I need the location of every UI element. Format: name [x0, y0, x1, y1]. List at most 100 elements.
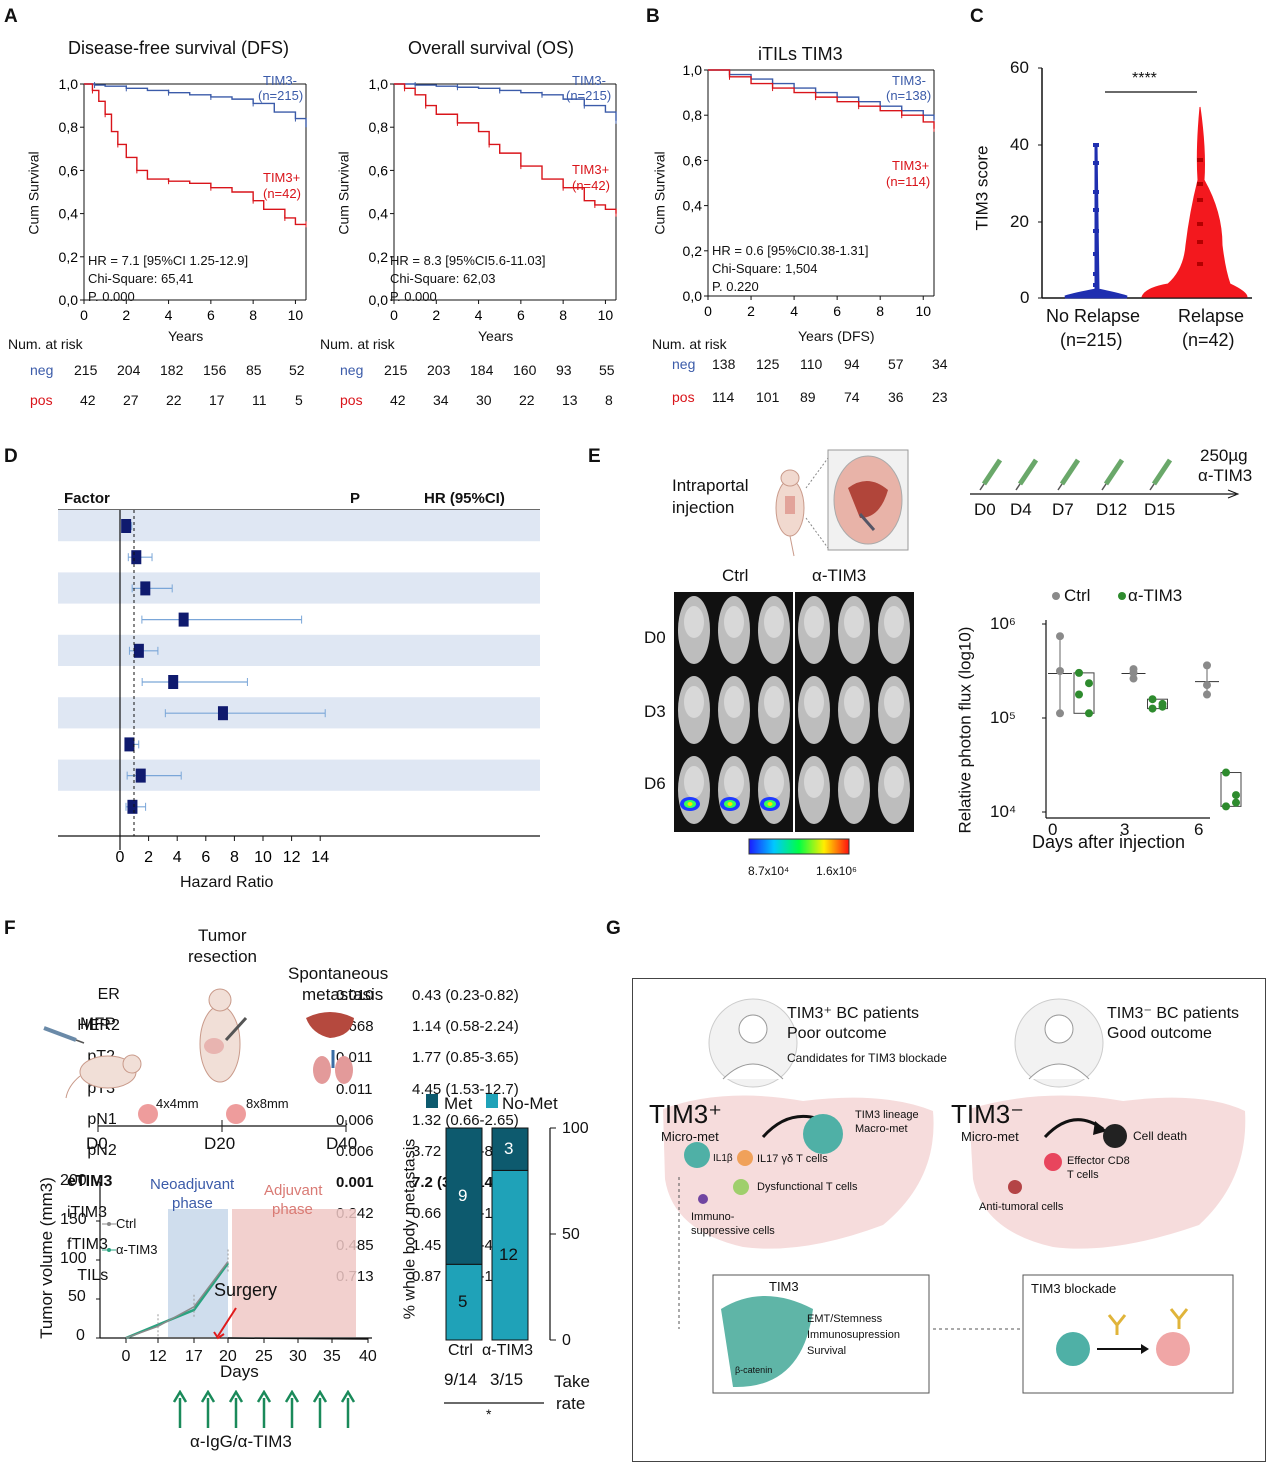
tumor-icon	[138, 1104, 158, 1124]
point-no-relapse	[1093, 229, 1099, 233]
hr-ER: 0.43 (0.23-0.82)	[412, 987, 519, 1004]
factor-HER2: HER2	[77, 1017, 120, 1035]
os-risk-title: Num. at risk	[320, 336, 395, 352]
treat-point	[1222, 802, 1230, 811]
bar-nomet-count-1: 12	[499, 1245, 518, 1265]
dfs-risk-pos-value-5: 5	[295, 392, 303, 408]
b-pos-label: TIM3+	[892, 158, 930, 173]
mouse-image	[718, 596, 750, 664]
f-ytick-0: 0	[76, 1327, 85, 1344]
os-xlabel: Years	[478, 328, 514, 344]
mouse-image	[798, 756, 830, 824]
panel-label-f: F	[4, 918, 16, 939]
dose-arrow	[256, 1390, 272, 1428]
panel-a-os: Overall survival (OS) 1,0 0,8 0,6 0,4 0,2 0,0…	[0, 0, 640, 420]
e-legend-ctrl: Ctrl	[1064, 586, 1091, 605]
g-box1-item-3: Survival	[807, 1345, 847, 1357]
ctrl-point	[1203, 681, 1211, 690]
b-risk-pos-value-2: 89	[800, 389, 816, 405]
dose-arrow	[200, 1390, 216, 1428]
xtick-label: 4	[475, 307, 483, 323]
hr-marker-fTIM3	[135, 768, 146, 783]
mouse-image	[878, 596, 910, 664]
os-risk-neg-value-2: 184	[470, 362, 494, 378]
ytick-label: 0,4	[59, 206, 79, 222]
mouse-image	[758, 676, 790, 744]
os-risk-pos-value-0: 42	[390, 392, 406, 408]
f-xtick-17: 17	[185, 1348, 203, 1365]
treat-point	[1075, 690, 1083, 699]
dfs-risk-pos-value-0: 42	[80, 392, 96, 408]
hr-xtick: 8	[230, 849, 239, 866]
f-neo-2: phase	[172, 1195, 213, 1212]
mouse-image	[878, 756, 910, 824]
forest-plot: 0 2 4 6 8 10 12 14	[58, 509, 540, 866]
point-relapse	[1197, 262, 1203, 266]
xtick-label: 6	[207, 307, 215, 323]
e-dose-1: 250µg	[1200, 446, 1248, 465]
antibody-icon	[1107, 1314, 1127, 1335]
point-no-relapse	[1093, 190, 1099, 194]
f-legend-ctrl: Ctrl	[116, 1216, 137, 1231]
os-stat-chi: Chi-Square: 62,03	[390, 271, 496, 286]
b-risk-neg-value-0: 138	[712, 356, 736, 372]
ctrl-point	[1203, 661, 1211, 670]
mouse-image	[718, 676, 750, 744]
dfs-xlabel: Years	[168, 328, 204, 344]
os-risk-pos-value-2: 30	[476, 392, 492, 408]
f-neo-1: Neoadjuvant	[150, 1176, 235, 1193]
ytick-label: 0,8	[683, 107, 703, 123]
legend-met-swatch	[426, 1094, 438, 1108]
xtick-label: 0	[704, 303, 712, 319]
b-plot: 1,0 0,8 0,6 0,4 0,2 0,00 2 4 6 8 10	[683, 62, 935, 319]
bar-met-count-1: 3	[504, 1139, 514, 1159]
dying-cell-icon	[1156, 1332, 1190, 1366]
dfs-neg-n: (n=215)	[258, 88, 304, 103]
panel-d: 0 2 4 6 8 10 12 14 Factor P HR (95%CI) ER 0.010 0…	[0, 470, 580, 1285]
g-lineage-2: Macro-met	[855, 1123, 908, 1135]
b-risk-pos-value-4: 36	[888, 389, 904, 405]
os-neg-label: TIM3-	[572, 73, 606, 88]
b-neg-n: (n=138)	[886, 88, 932, 103]
dead-cell	[1103, 1124, 1127, 1148]
ytick-label: 1,0	[683, 62, 703, 78]
dose-arrow	[312, 1390, 328, 1428]
xtick-label: 4	[165, 307, 173, 323]
xtick-label: 2	[122, 307, 130, 323]
treat-point	[1148, 695, 1157, 704]
os-stat-hr: HR = 8.3 [95%CI5.6-11.03]	[390, 253, 546, 268]
xtick-label: 6	[833, 303, 841, 319]
ytick-label: 0,6	[369, 162, 389, 178]
g-dysf: Dysfunctional T cells	[757, 1181, 858, 1193]
treat-point	[1232, 798, 1240, 807]
hr-xtick: 14	[311, 849, 329, 866]
f-legend-treat: α-TIM3	[116, 1242, 158, 1257]
f-xtick-12: 12	[149, 1348, 167, 1365]
violin-no-relapse	[1064, 143, 1128, 299]
f-take-2: rate	[556, 1394, 586, 1413]
ctrl-point	[1056, 632, 1064, 641]
f-mfp: MFP	[80, 1014, 116, 1033]
point-no-relapse	[1093, 143, 1099, 147]
f-xtick-0: 0	[121, 1348, 131, 1365]
c-n-no-relapse: (n=215)	[1060, 330, 1123, 350]
survival-curve-neg	[394, 83, 617, 121]
syringe-icon	[979, 458, 1003, 491]
post-surgery-line	[227, 1337, 369, 1340]
b-risk-pos-value-5: 23	[932, 389, 948, 405]
lungs-icon	[313, 1050, 353, 1084]
g-pos-title-1: TIM3⁺ BC patients	[787, 1005, 920, 1022]
mouse-image	[838, 756, 870, 824]
dfs-risk-neg-value-2: 182	[160, 362, 184, 378]
liver-left	[663, 1095, 934, 1249]
xtick-label: 8	[559, 307, 567, 323]
g-neg-title-2: Good outcome	[1107, 1025, 1212, 1042]
mouse-image	[838, 676, 870, 744]
point-relapse	[1197, 158, 1203, 162]
os-ylabel: Cum Survival	[335, 151, 352, 235]
b-stat-p: P. 0.220	[712, 279, 759, 294]
hr-xtick: 2	[144, 849, 153, 866]
tumor-cell-cluster	[684, 1142, 710, 1168]
treat-point	[1085, 679, 1093, 688]
xtick-label: 10	[915, 303, 931, 319]
